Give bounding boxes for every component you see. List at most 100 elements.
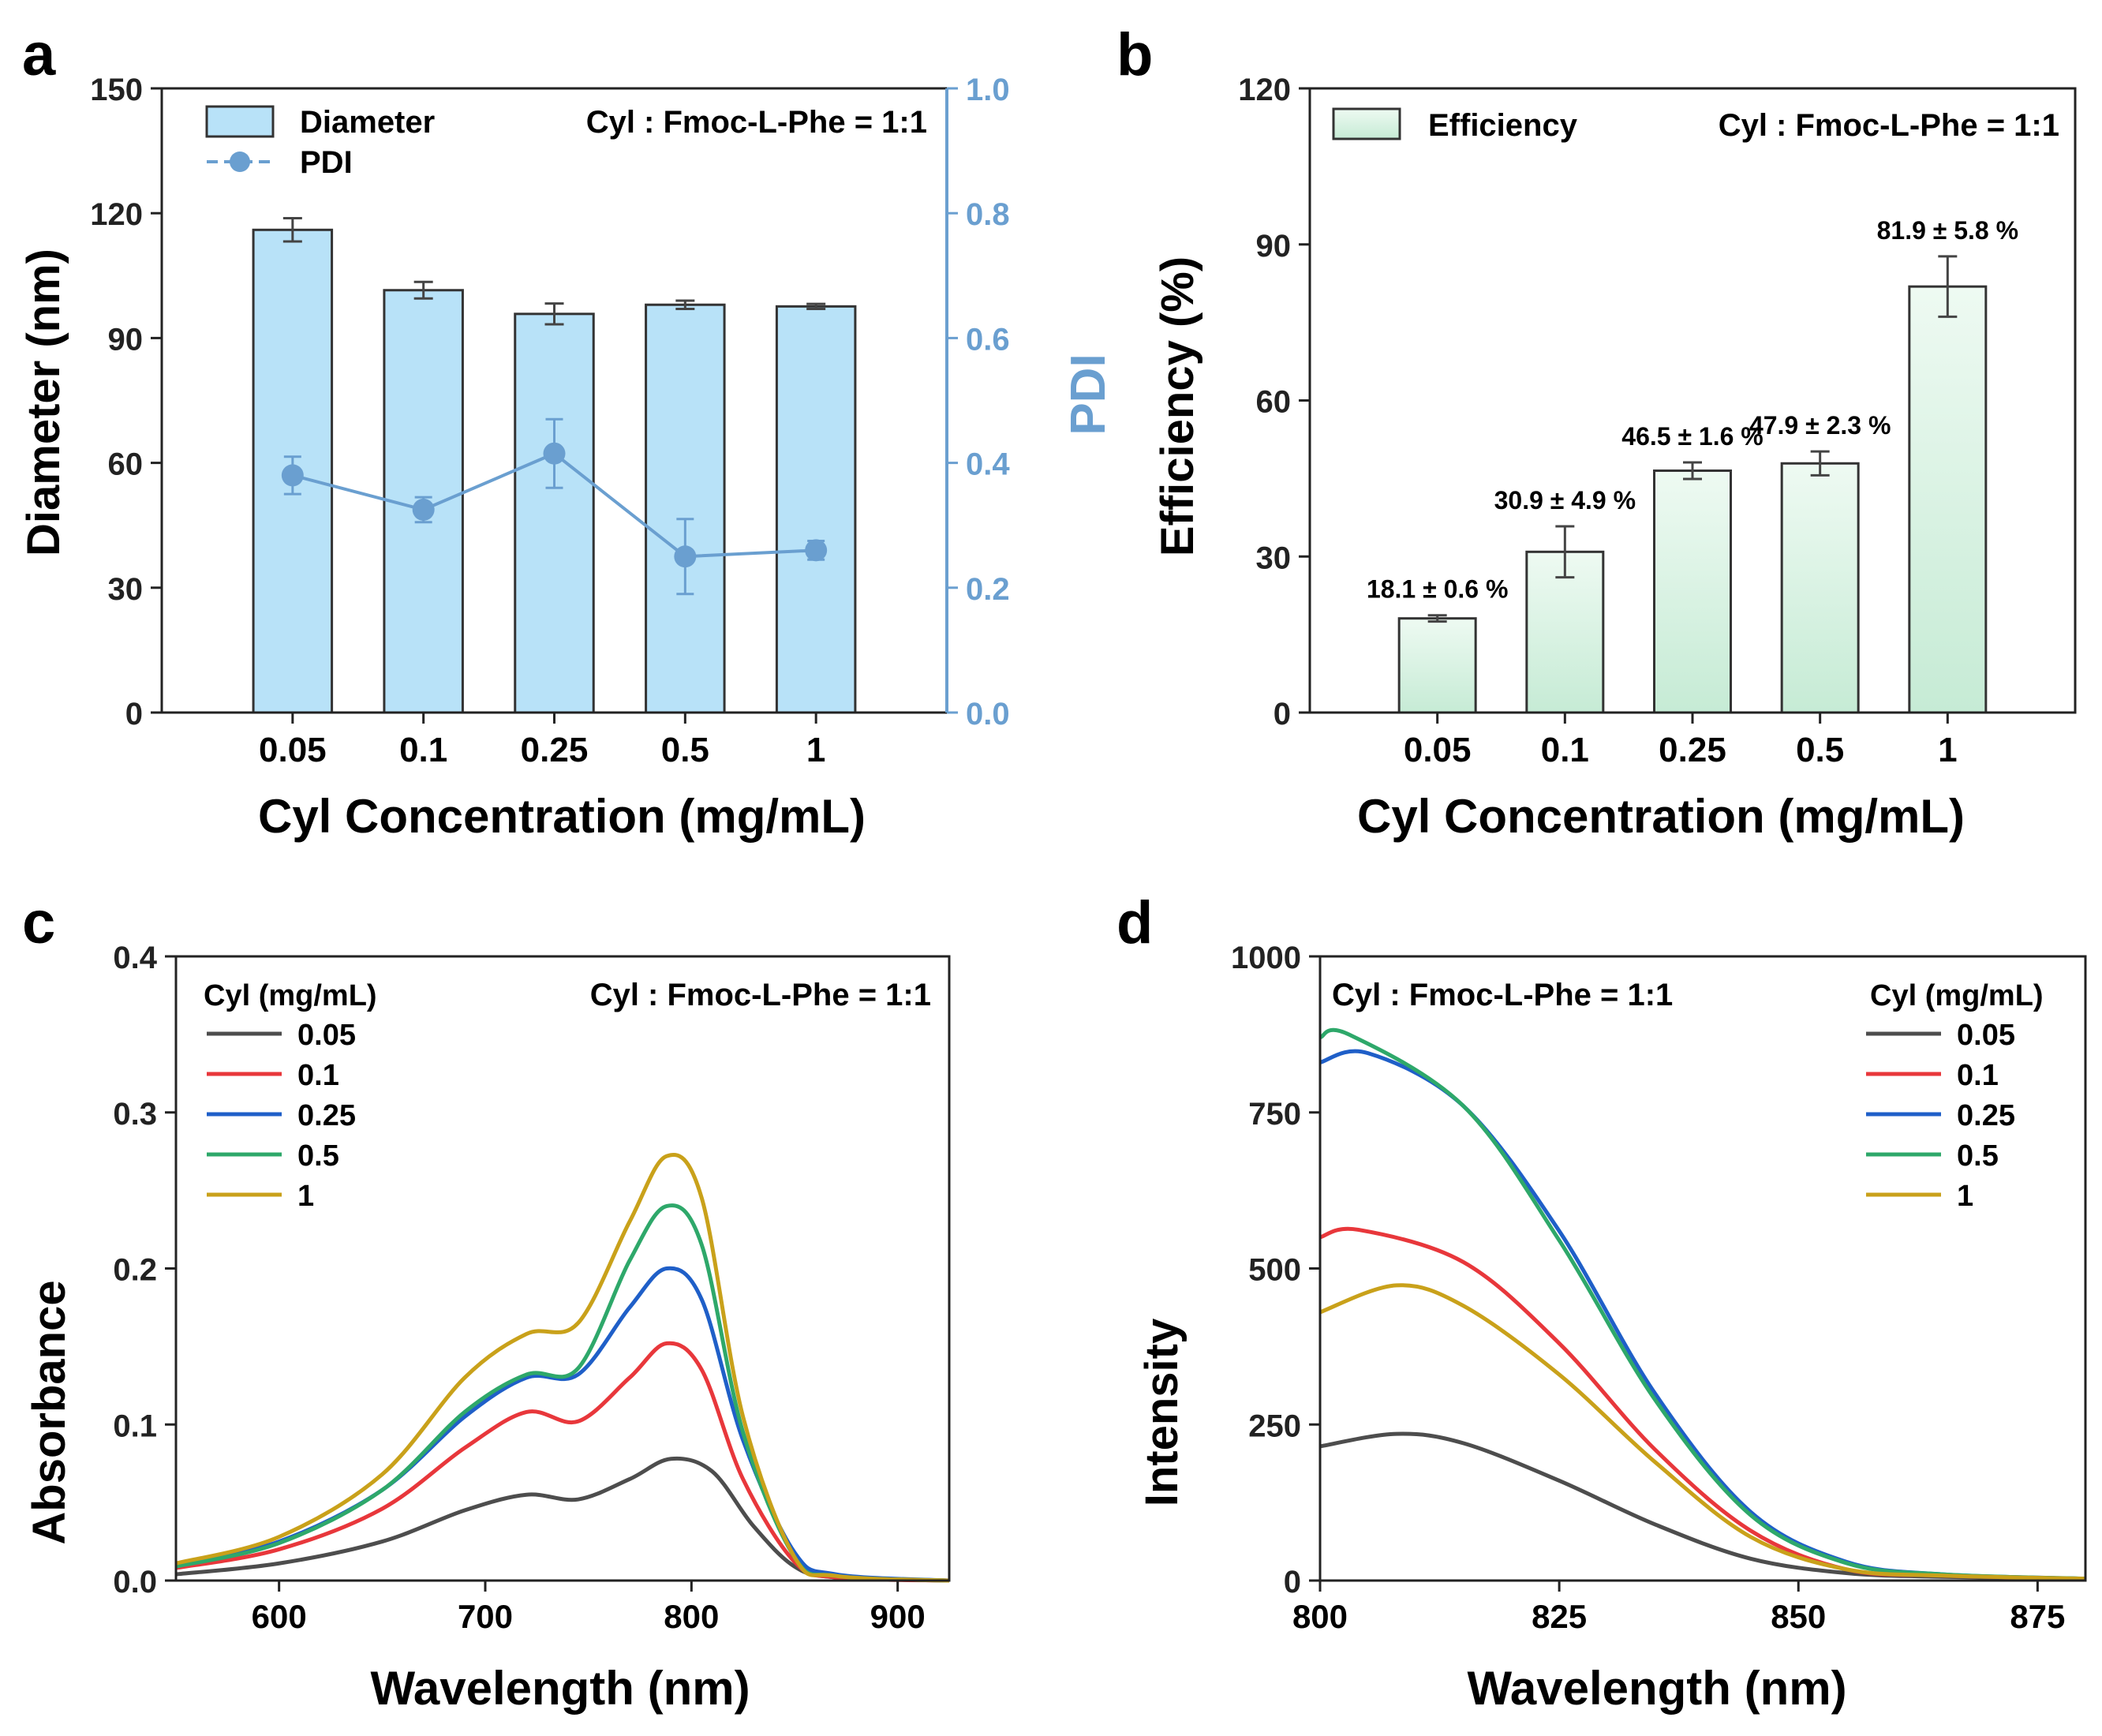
c-plot-frame bbox=[174, 955, 951, 1582]
panel-b-legend: Efficiency bbox=[1332, 107, 1578, 143]
panel-c: c 600 700 800 900 0.0 0.1 0.2 0.3 0.4 Cyl (mg/mL… bbox=[22, 889, 951, 1715]
legend-label-0.1: 0.1 bbox=[297, 1059, 339, 1092]
a-y2-tick-label: 0.8 bbox=[966, 197, 1010, 232]
panel-c-annotation: Cyl : Fmoc-L-Phe = 1:1 bbox=[590, 978, 931, 1012]
panel-b-xlabel: Cyl Concentration (mg/mL) bbox=[1357, 790, 1965, 843]
x-tick-label: 600 bbox=[252, 1598, 307, 1635]
series-line-0.05 bbox=[175, 1456, 950, 1583]
x-tick-label: 875 bbox=[2010, 1598, 2065, 1635]
d-plot-y-tick-label: 500 bbox=[1248, 1253, 1301, 1288]
pdi-point bbox=[281, 464, 304, 487]
panel-a-legend: Diameter PDI bbox=[205, 105, 435, 180]
panel-a-y2label: PDI bbox=[1061, 354, 1116, 435]
series-line-0.1 bbox=[1319, 1226, 2086, 1581]
data-label: 18.1 ± 0.6 % bbox=[1367, 575, 1508, 604]
legend-label-0.5: 0.5 bbox=[1957, 1139, 1999, 1173]
bar bbox=[1525, 550, 1605, 714]
a-y2-tick-label: 0.0 bbox=[966, 697, 1010, 731]
bar bbox=[1908, 285, 1988, 714]
pdi-point bbox=[543, 442, 566, 465]
legend-efficiency-swatch bbox=[1332, 107, 1401, 140]
a-y2-tick-label: 0.6 bbox=[966, 322, 1010, 357]
panel-d-label: d bbox=[1116, 889, 1153, 956]
pdi-point bbox=[674, 545, 697, 568]
data-label: 81.9 ± 5.8 % bbox=[1877, 216, 2018, 245]
panel-b-label: b bbox=[1116, 21, 1153, 88]
panel-b-ylabel: Efficiency (%) bbox=[1152, 256, 1203, 556]
panel-d-plot: 800 825 850 875 0 250 500 750 1000 bbox=[1231, 941, 2087, 1635]
a-plot-y-tick-label: 120 bbox=[90, 197, 143, 232]
series-line-0.1 bbox=[175, 1341, 950, 1583]
legend-label-1: 1 bbox=[297, 1180, 314, 1213]
c-plot-y-tick-label: 0.2 bbox=[113, 1253, 157, 1288]
x-tick-label: 0.25 bbox=[521, 731, 589, 769]
bar bbox=[1653, 469, 1732, 714]
x-tick-label: 800 bbox=[1292, 1598, 1348, 1635]
d-plot-y-tick-label: 0 bbox=[1284, 1565, 1301, 1599]
d-plot-y-tick-label: 750 bbox=[1248, 1097, 1301, 1132]
series-line-0.25 bbox=[175, 1266, 950, 1583]
legend-diameter-swatch bbox=[205, 105, 275, 138]
panel-b: b 0.05 18.1 ± 0.6 % 0.1 30.9 ± 4.9 % 0.25 46.… bbox=[1116, 21, 2077, 843]
x-tick-label: 825 bbox=[1532, 1598, 1587, 1635]
pdi-point bbox=[412, 498, 435, 521]
panel-c-legend: 0.05 0.1 0.25 0.5 1 bbox=[207, 1019, 356, 1213]
a-plot-y-tick-label: 0 bbox=[125, 697, 143, 731]
series-line-0.05 bbox=[1319, 1431, 2086, 1581]
series-line-0.5 bbox=[175, 1203, 950, 1583]
a-plot-y-tick-label: 90 bbox=[108, 322, 144, 357]
data-label: 30.9 ± 4.9 % bbox=[1494, 486, 1636, 514]
panel-b-plot: 0.05 18.1 ± 0.6 % 0.1 30.9 ± 4.9 % 0.25 46.5 … bbox=[1238, 73, 2077, 769]
panel-c-ylabel: Absorbance bbox=[24, 1280, 75, 1544]
a-plot-y-tick-label: 30 bbox=[108, 572, 144, 607]
panel-a-ylabel: Diameter (nm) bbox=[18, 249, 69, 556]
x-tick-label: 0.5 bbox=[661, 731, 709, 769]
panel-b-annotation: Cyl : Fmoc-L-Phe = 1:1 bbox=[1719, 108, 2059, 143]
panel-d-legend: 0.05 0.1 0.25 0.5 1 bbox=[1866, 1019, 2015, 1213]
legend-pdi-marker bbox=[230, 152, 250, 172]
panel-d-ylabel: Intensity bbox=[1136, 1319, 1188, 1507]
d-plot-y-tick-label: 1000 bbox=[1231, 941, 1301, 975]
series-line-1 bbox=[175, 1153, 950, 1583]
panel-a-xlabel: Cyl Concentration (mg/mL) bbox=[258, 790, 866, 843]
panel-c-plot: 600 700 800 900 0.0 0.1 0.2 0.3 0.4 bbox=[113, 941, 951, 1635]
d-plot-y-tick-label: 250 bbox=[1248, 1409, 1301, 1443]
legend-label-0.05: 0.05 bbox=[297, 1019, 356, 1052]
legend-label-0.5: 0.5 bbox=[297, 1139, 339, 1173]
series-line-0.5 bbox=[1318, 1027, 2086, 1581]
bar bbox=[645, 303, 726, 714]
x-tick-label: 1 bbox=[1938, 731, 1957, 769]
bar bbox=[775, 305, 857, 714]
panel-a: a 0.05 0.1 0.25 0.5 103060901201500.00.20.40… bbox=[18, 21, 1116, 843]
x-tick-label: 700 bbox=[458, 1598, 513, 1635]
a-y2-tick-label: 0.4 bbox=[966, 447, 1010, 482]
x-tick-label: 0.1 bbox=[399, 731, 447, 769]
x-tick-label: 800 bbox=[664, 1598, 719, 1635]
x-tick-label: 0.1 bbox=[1541, 731, 1589, 769]
legend-label-0.25: 0.25 bbox=[297, 1099, 356, 1132]
bar bbox=[514, 312, 595, 714]
b-plot-y-tick-label: 30 bbox=[1256, 541, 1292, 575]
x-tick-label: 0.05 bbox=[1404, 731, 1472, 769]
series-line-1 bbox=[1319, 1283, 2086, 1581]
panel-d-legend-title: Cyl (mg/mL) bbox=[1870, 979, 2044, 1012]
panel-c-legend-title: Cyl (mg/mL) bbox=[204, 979, 377, 1012]
x-tick-label: 0.05 bbox=[259, 731, 327, 769]
legend-pdi-label: PDI bbox=[300, 145, 353, 180]
legend-label-1: 1 bbox=[1957, 1180, 1973, 1213]
panel-c-xlabel: Wavelength (nm) bbox=[370, 1662, 750, 1715]
b-plot-y-tick-label: 120 bbox=[1238, 73, 1291, 107]
a-plot-y-tick-label: 150 bbox=[90, 73, 143, 107]
c-plot-y-tick-label: 0.0 bbox=[113, 1565, 157, 1599]
a-y2-tick-label: 1.0 bbox=[966, 73, 1010, 107]
panel-d: d 800 825 850 875 0 250 500 750 1000 Cyl : Fmoc-… bbox=[1116, 889, 2087, 1715]
data-label: 47.9 ± 2.3 % bbox=[1749, 411, 1891, 440]
c-plot-y-tick-label: 0.1 bbox=[113, 1409, 157, 1443]
legend-label-0.25: 0.25 bbox=[1957, 1099, 2015, 1132]
c-plot-y-tick-label: 0.3 bbox=[113, 1097, 157, 1132]
legend-efficiency-label: Efficiency bbox=[1428, 108, 1578, 143]
a-plot-y-tick-label: 60 bbox=[108, 447, 144, 482]
c-plot-y-tick-label: 0.4 bbox=[113, 941, 157, 975]
bar bbox=[1397, 617, 1477, 714]
